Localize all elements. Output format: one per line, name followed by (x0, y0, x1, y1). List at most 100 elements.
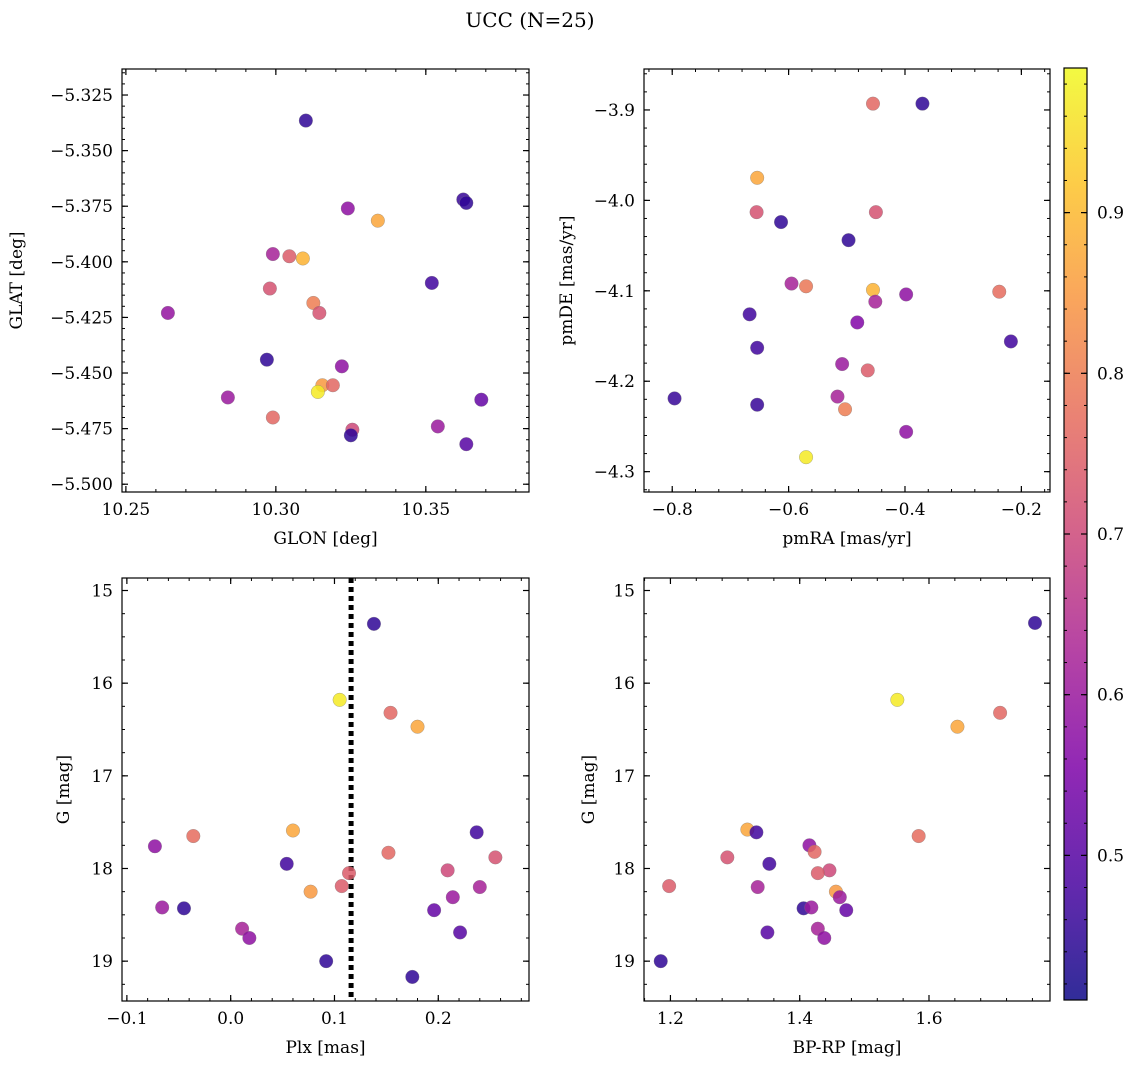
data-point (381, 845, 396, 860)
data-point (750, 170, 765, 185)
data-point (838, 402, 853, 417)
data-point (405, 969, 420, 984)
data-point (799, 279, 814, 294)
data-point (147, 839, 162, 854)
x-axis-label: pmRA [mas/yr] (782, 529, 911, 549)
data-point (865, 282, 881, 297)
data-point (334, 359, 349, 374)
x-tick-label: 1.2 (657, 1009, 684, 1029)
data-point (911, 829, 926, 844)
data-point (749, 205, 764, 220)
colorbar-tick-label: 0.8 (1097, 364, 1124, 384)
data-point (899, 424, 914, 439)
data-point (868, 294, 883, 309)
data-point (890, 692, 905, 707)
data-point (279, 856, 294, 871)
data-point (653, 954, 668, 969)
data-point (784, 276, 799, 291)
plot-frame (643, 577, 1051, 1002)
data-point (662, 879, 677, 894)
data-point (1027, 615, 1043, 630)
data-point (807, 844, 822, 859)
data-point (773, 215, 789, 230)
data-point (383, 705, 398, 720)
data-point (312, 305, 327, 321)
data-point (850, 315, 865, 330)
data-point (370, 213, 385, 228)
data-point (459, 195, 474, 210)
data-point (220, 390, 235, 405)
data-point (832, 890, 847, 905)
data-point (341, 866, 357, 881)
x-tick-label: 10.25 (102, 500, 151, 520)
data-point (334, 879, 349, 894)
data-point (992, 284, 1007, 299)
data-point (830, 389, 845, 404)
y-tick-label: −4.0 (594, 191, 635, 211)
data-point (469, 825, 484, 840)
y-tick-label: 19 (91, 952, 113, 972)
data-point (488, 850, 503, 865)
y-axis-label: pmDE [mas/yr] (557, 215, 577, 345)
data-point (343, 428, 358, 443)
data-point (868, 205, 883, 220)
data-point (440, 863, 455, 878)
data-point (749, 825, 764, 840)
data-point (667, 391, 682, 406)
data-point (860, 363, 875, 378)
y-tick-label: 15 (91, 582, 113, 602)
y-axis-label: G [mag] (579, 755, 599, 824)
data-point (804, 900, 819, 915)
x-tick-label: 1.6 (915, 1009, 942, 1029)
colorbar-tick-label: 0.9 (1097, 204, 1124, 224)
y-tick-label: 18 (613, 859, 635, 879)
data-point (472, 879, 487, 895)
data-point (445, 890, 460, 905)
data-point (262, 281, 277, 296)
data-point (950, 719, 965, 734)
data-point (259, 352, 274, 367)
data-point (760, 925, 775, 940)
data-point (899, 287, 914, 302)
y-tick-label: −5.325 (50, 86, 113, 106)
data-point (799, 450, 814, 465)
y-axis-label: G [mag] (54, 755, 74, 824)
x-tick-label: 1.4 (786, 1009, 813, 1029)
data-point (1003, 334, 1018, 349)
plot-frame (121, 577, 530, 1002)
data-point (750, 397, 765, 412)
data-point (839, 903, 854, 918)
data-point (817, 930, 832, 946)
data-point (265, 410, 280, 425)
data-point (430, 419, 445, 434)
data-point (720, 850, 735, 865)
data-point (155, 900, 170, 915)
data-point (310, 384, 325, 399)
y-tick-label: 16 (91, 674, 113, 694)
y-tick-label: −4.3 (594, 463, 635, 483)
data-point (285, 823, 301, 838)
y-tick-label: 18 (91, 859, 113, 879)
data-point (340, 201, 355, 216)
data-point (993, 705, 1008, 720)
data-point (242, 930, 257, 946)
data-point (282, 249, 297, 264)
plot-frame (643, 68, 1051, 493)
data-point (453, 925, 468, 940)
x-tick-label: −0.8 (652, 500, 693, 520)
colorbar: 0.5 0.6 0.7 0.8 0.9 (1063, 67, 1124, 1001)
y-tick-label: −3.9 (594, 101, 635, 121)
data-point (841, 233, 856, 248)
y-tick-label: −5.500 (50, 475, 113, 495)
y-tick-label: −5.375 (50, 197, 113, 217)
x-tick-label: 0.1 (321, 1009, 348, 1029)
data-point (810, 866, 825, 881)
data-point (822, 863, 837, 878)
y-tick-label: −5.400 (50, 253, 113, 273)
data-point (325, 378, 340, 393)
data-point (332, 692, 347, 707)
data-point (410, 719, 425, 734)
data-point (176, 901, 192, 916)
data-point (742, 307, 757, 322)
